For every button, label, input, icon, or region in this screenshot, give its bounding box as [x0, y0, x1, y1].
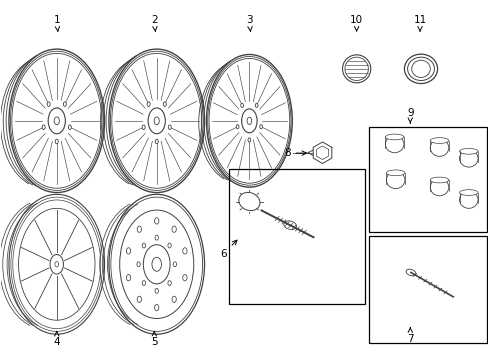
- Ellipse shape: [459, 148, 477, 154]
- Ellipse shape: [42, 125, 45, 130]
- Ellipse shape: [386, 170, 404, 176]
- Bar: [228, 169, 365, 304]
- Ellipse shape: [342, 55, 370, 83]
- Ellipse shape: [126, 275, 130, 281]
- Text: 5: 5: [151, 331, 157, 347]
- Text: 7: 7: [406, 328, 413, 343]
- Ellipse shape: [283, 221, 296, 230]
- Ellipse shape: [386, 171, 404, 189]
- Ellipse shape: [55, 139, 58, 144]
- Ellipse shape: [48, 108, 65, 134]
- Ellipse shape: [155, 235, 158, 240]
- Text: 3: 3: [245, 15, 252, 31]
- Ellipse shape: [241, 109, 257, 133]
- Ellipse shape: [126, 248, 130, 254]
- Ellipse shape: [404, 54, 437, 84]
- Ellipse shape: [55, 262, 59, 267]
- Ellipse shape: [172, 226, 176, 232]
- Ellipse shape: [154, 117, 159, 125]
- Ellipse shape: [183, 248, 187, 254]
- Ellipse shape: [238, 192, 260, 211]
- Ellipse shape: [247, 138, 250, 142]
- Ellipse shape: [155, 139, 158, 144]
- Ellipse shape: [173, 262, 176, 267]
- Ellipse shape: [63, 102, 66, 106]
- Ellipse shape: [259, 125, 262, 129]
- Ellipse shape: [405, 269, 415, 276]
- Ellipse shape: [429, 138, 448, 143]
- Ellipse shape: [152, 257, 161, 271]
- Ellipse shape: [255, 103, 258, 108]
- Ellipse shape: [142, 243, 145, 248]
- Ellipse shape: [411, 60, 429, 77]
- Ellipse shape: [459, 150, 477, 167]
- Ellipse shape: [147, 102, 150, 106]
- Ellipse shape: [142, 125, 145, 130]
- Ellipse shape: [68, 125, 71, 130]
- Ellipse shape: [142, 280, 145, 285]
- Ellipse shape: [137, 226, 141, 232]
- Ellipse shape: [168, 125, 171, 130]
- Text: 6: 6: [220, 240, 237, 258]
- Ellipse shape: [47, 102, 50, 106]
- Ellipse shape: [154, 305, 159, 311]
- Ellipse shape: [429, 177, 448, 183]
- Text: 4: 4: [53, 331, 60, 347]
- Ellipse shape: [429, 139, 448, 156]
- Text: 10: 10: [349, 15, 363, 31]
- Ellipse shape: [459, 191, 477, 208]
- Text: 11: 11: [412, 15, 426, 31]
- Ellipse shape: [183, 275, 187, 281]
- Ellipse shape: [163, 102, 166, 106]
- Ellipse shape: [167, 280, 171, 285]
- Ellipse shape: [172, 296, 176, 302]
- Bar: [368, 127, 487, 232]
- Ellipse shape: [154, 218, 159, 224]
- Text: 2: 2: [151, 15, 157, 31]
- Ellipse shape: [155, 288, 158, 293]
- Ellipse shape: [54, 117, 59, 125]
- Ellipse shape: [459, 190, 477, 195]
- Ellipse shape: [236, 125, 239, 129]
- Text: 8: 8: [284, 148, 306, 158]
- Ellipse shape: [240, 103, 243, 108]
- Ellipse shape: [137, 296, 141, 302]
- Text: 1: 1: [53, 15, 60, 31]
- Ellipse shape: [407, 57, 433, 81]
- Ellipse shape: [246, 117, 251, 125]
- Ellipse shape: [385, 135, 403, 153]
- Ellipse shape: [148, 108, 165, 134]
- Bar: [368, 235, 487, 343]
- Ellipse shape: [137, 262, 140, 267]
- Ellipse shape: [385, 134, 403, 140]
- Text: 9: 9: [406, 108, 413, 123]
- Ellipse shape: [167, 243, 171, 248]
- Ellipse shape: [50, 255, 63, 274]
- Ellipse shape: [429, 179, 448, 196]
